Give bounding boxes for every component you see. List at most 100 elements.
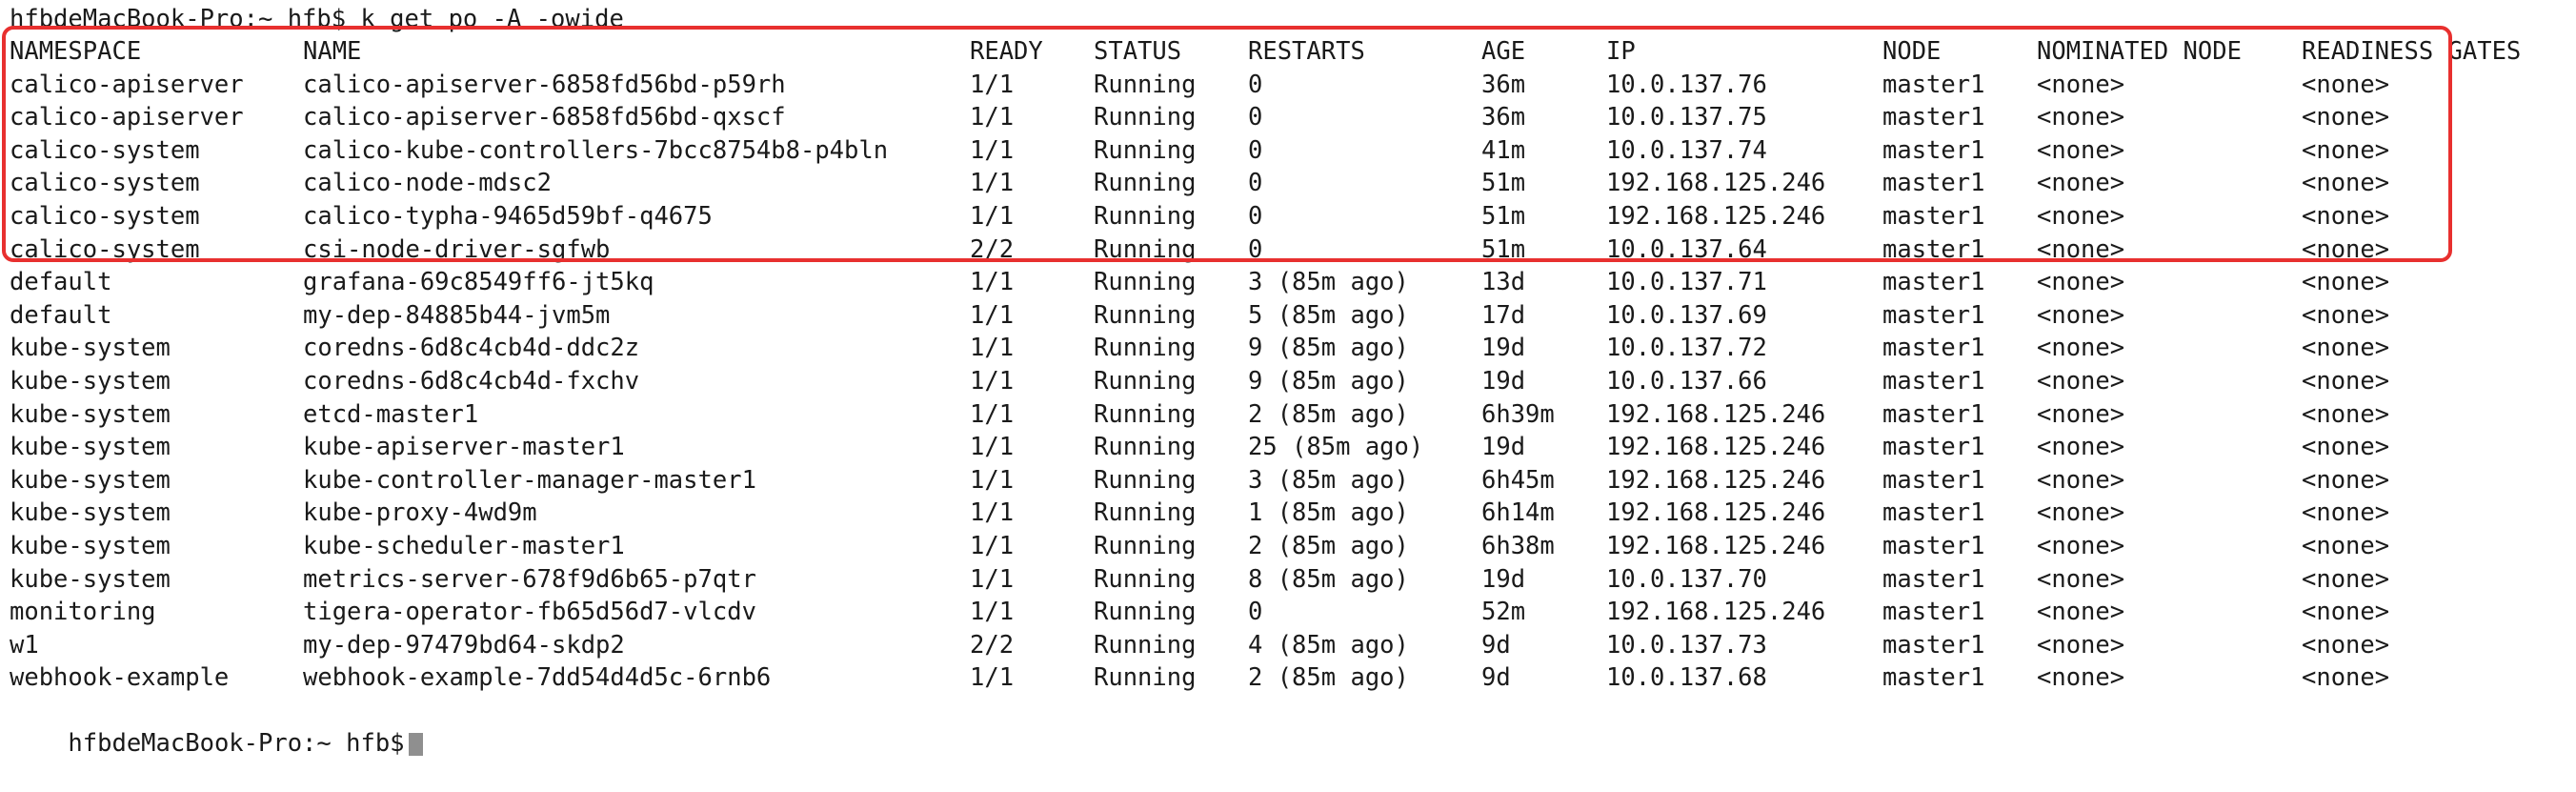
cell-ready: 1/1 [970, 103, 1015, 132]
cell-restarts: 0 [1248, 70, 1263, 99]
cell-nominated-node: <none> [2037, 367, 2125, 396]
cell-readiness-gates: <none> [2302, 532, 2390, 560]
cell-node: master1 [1882, 598, 1985, 627]
cell-readiness-gates: <none> [2302, 268, 2390, 297]
cell-restarts: 2 (85m ago) [1248, 663, 1409, 693]
cell-ip: 192.168.125.246 [1606, 399, 1826, 429]
cell-ready: 1/1 [970, 532, 1015, 560]
cell-ready: 1/1 [970, 564, 1015, 594]
bottom-prompt-text: hfbdeMacBook-Pro:~ hfb$ [68, 729, 405, 758]
cell-namespace: kube-system [10, 564, 171, 594]
cell-restarts: 9 (85m ago) [1248, 334, 1409, 363]
cell-readiness-gates: <none> [2302, 334, 2390, 363]
cell-node: master1 [1882, 135, 1985, 165]
cell-restarts: 5 (85m ago) [1248, 300, 1409, 330]
header-namespace: NAMESPACE [10, 37, 142, 66]
header-ip: IP [1606, 37, 1636, 66]
cell-readiness-gates: <none> [2302, 433, 2390, 462]
cell-age: 19d [1481, 334, 1526, 363]
cell-ip: 192.168.125.246 [1606, 598, 1826, 627]
cursor-block [408, 733, 423, 756]
cell-nominated-node: <none> [2037, 103, 2125, 132]
cell-namespace: default [10, 300, 112, 330]
header-readiness-gates: READINESS GATES [2302, 37, 2522, 66]
cell-ready: 1/1 [970, 300, 1015, 330]
cell-nominated-node: <none> [2037, 498, 2125, 528]
cell-ip: 192.168.125.246 [1606, 202, 1826, 231]
cell-age: 6h38m [1481, 532, 1555, 560]
cell-name: tigera-operator-fb65d56d7-vlcdv [303, 598, 756, 627]
cell-node: master1 [1882, 70, 1985, 99]
cell-nominated-node: <none> [2037, 135, 2125, 165]
header-nominated-node: NOMINATED NODE [2037, 37, 2242, 66]
cell-nominated-node: <none> [2037, 300, 2125, 330]
cell-name: etcd-master1 [303, 399, 479, 429]
cell-name: coredns-6d8c4cb4d-fxchv [303, 367, 640, 396]
cell-nominated-node: <none> [2037, 334, 2125, 363]
cell-nominated-node: <none> [2037, 532, 2125, 560]
cell-ready: 1/1 [970, 399, 1015, 429]
cell-ready: 1/1 [970, 169, 1015, 198]
cell-namespace: kube-system [10, 433, 171, 462]
cell-age: 41m [1481, 135, 1526, 165]
cell-name: kube-apiserver-master1 [303, 433, 625, 462]
cell-age: 36m [1481, 70, 1526, 99]
cell-ready: 1/1 [970, 433, 1015, 462]
cell-restarts: 0 [1248, 103, 1263, 132]
cell-namespace: kube-system [10, 532, 171, 560]
cell-restarts: 0 [1248, 598, 1263, 627]
cell-ready: 1/1 [970, 663, 1015, 693]
cell-ip: 10.0.137.73 [1606, 630, 1767, 660]
cell-name: coredns-6d8c4cb4d-ddc2z [303, 334, 640, 363]
cell-status: Running [1094, 202, 1197, 231]
bottom-prompt[interactable]: hfbdeMacBook-Pro:~ hfb$ [10, 695, 423, 758]
cell-restarts: 9 (85m ago) [1248, 367, 1409, 396]
cell-name: kube-controller-manager-master1 [303, 465, 756, 495]
cell-readiness-gates: <none> [2302, 202, 2390, 231]
cell-node: master1 [1882, 564, 1985, 594]
cell-node: master1 [1882, 498, 1985, 528]
cell-node: master1 [1882, 663, 1985, 693]
cell-node: master1 [1882, 103, 1985, 132]
cell-restarts: 4 (85m ago) [1248, 630, 1409, 660]
cell-status: Running [1094, 300, 1197, 330]
cell-nominated-node: <none> [2037, 564, 2125, 594]
cell-namespace: calico-apiserver [10, 70, 244, 99]
cell-ready: 1/1 [970, 367, 1015, 396]
cell-status: Running [1094, 465, 1197, 495]
header-name: NAME [303, 37, 362, 66]
cell-namespace: default [10, 268, 112, 297]
cell-age: 36m [1481, 103, 1526, 132]
cell-name: my-dep-97479bd64-skdp2 [303, 630, 625, 660]
header-status: STATUS [1094, 37, 1182, 66]
cell-readiness-gates: <none> [2302, 399, 2390, 429]
cell-nominated-node: <none> [2037, 399, 2125, 429]
cell-nominated-node: <none> [2037, 598, 2125, 627]
terminal-window[interactable]: hfbdeMacBook-Pro:~ hfb$ k get po -A -owi… [0, 0, 2576, 758]
cell-age: 9d [1481, 663, 1511, 693]
cell-node: master1 [1882, 268, 1985, 297]
cell-node: master1 [1882, 334, 1985, 363]
cell-namespace: kube-system [10, 367, 171, 396]
cell-age: 19d [1481, 564, 1526, 594]
cell-nominated-node: <none> [2037, 202, 2125, 231]
cell-restarts: 25 (85m ago) [1248, 433, 1424, 462]
cell-age: 6h39m [1481, 399, 1555, 429]
cell-readiness-gates: <none> [2302, 70, 2390, 99]
cell-namespace: w1 [10, 630, 39, 660]
cell-status: Running [1094, 598, 1197, 627]
cell-status: Running [1094, 399, 1197, 429]
cell-ip: 10.0.137.68 [1606, 663, 1767, 693]
cell-restarts: 0 [1248, 234, 1263, 264]
cell-ready: 1/1 [970, 202, 1015, 231]
cell-ip: 10.0.137.69 [1606, 300, 1767, 330]
cell-node: master1 [1882, 532, 1985, 560]
cell-node: master1 [1882, 300, 1985, 330]
cell-ip: 10.0.137.72 [1606, 334, 1767, 363]
cell-readiness-gates: <none> [2302, 630, 2390, 660]
cell-ip: 10.0.137.70 [1606, 564, 1767, 594]
cell-restarts: 2 (85m ago) [1248, 532, 1409, 560]
header-ready: READY [970, 37, 1043, 66]
cell-ready: 1/1 [970, 268, 1015, 297]
cell-name: calico-kube-controllers-7bcc8754b8-p4bln [303, 135, 889, 165]
